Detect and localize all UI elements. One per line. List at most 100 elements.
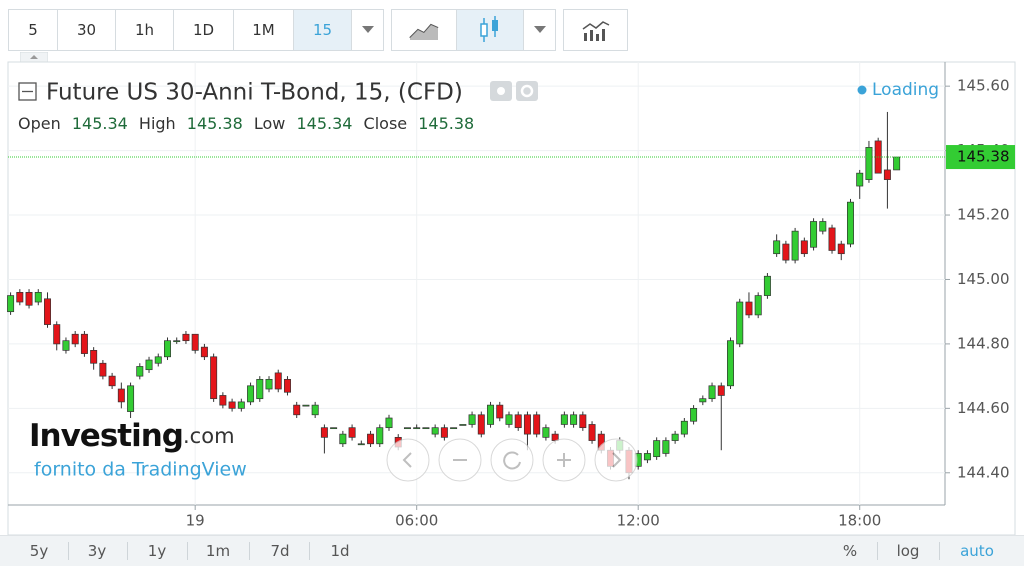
interval-button[interactable]: 1M xyxy=(233,9,294,51)
candle-body xyxy=(865,147,873,180)
candle-body xyxy=(523,414,531,435)
status-text: Loading xyxy=(872,80,939,100)
y-tick-label: 145.00 xyxy=(957,270,1010,288)
candle-body xyxy=(773,240,781,255)
last-price-label: 145.38 xyxy=(957,148,1010,166)
candle-body xyxy=(487,404,495,425)
brand-logo: Investing.com xyxy=(29,418,235,454)
candle-body xyxy=(754,295,762,316)
candle-body xyxy=(219,395,227,406)
candle-body xyxy=(256,378,264,400)
candle-body xyxy=(413,427,421,430)
line-style-button[interactable] xyxy=(391,9,457,51)
candle-body xyxy=(579,414,587,429)
candle-body xyxy=(477,414,485,435)
candle-body xyxy=(727,340,734,387)
range-button[interactable]: 1y xyxy=(147,542,167,560)
candle-body xyxy=(237,401,245,409)
candle-body xyxy=(533,414,541,435)
candle-body xyxy=(311,404,319,416)
candle-body xyxy=(320,427,328,438)
candle-body xyxy=(459,424,467,426)
candle-body xyxy=(339,433,347,445)
candle-body xyxy=(136,366,144,377)
nav-zoom-in-icon xyxy=(557,453,571,467)
brand-logo-name: Investing xyxy=(29,418,183,454)
candle-body xyxy=(127,385,135,412)
interval-button[interactable]: 5 xyxy=(8,9,58,51)
settings-icon[interactable] xyxy=(516,81,538,101)
ohlc-label: Close xyxy=(364,114,408,133)
range-button[interactable]: 5y xyxy=(29,542,49,560)
candle-body xyxy=(468,414,476,425)
candle-body xyxy=(883,169,891,180)
interval-button[interactable]: 1D xyxy=(173,9,234,51)
candle-body xyxy=(62,340,70,351)
range-button[interactable]: 3y xyxy=(87,542,107,560)
candle-body xyxy=(560,414,568,425)
ohlc-value: 145.38 xyxy=(418,114,474,133)
nav-reset[interactable] xyxy=(490,438,534,482)
line-icon xyxy=(409,23,439,40)
candle-body xyxy=(431,427,439,435)
status-dot xyxy=(857,85,867,95)
candle-body xyxy=(7,295,15,313)
candle-body xyxy=(265,378,273,390)
interval-button[interactable]: 30 xyxy=(57,9,116,51)
x-tick-label: 12:00 xyxy=(617,512,660,530)
candle-body xyxy=(117,388,125,403)
y-tick-label: 144.40 xyxy=(957,463,1010,481)
chart-title: Future US 30-Anni T-Bond, 15, (CFD) xyxy=(46,80,463,106)
candle-style-button[interactable] xyxy=(456,9,524,51)
nav-left-icon xyxy=(402,452,412,468)
candle-body xyxy=(90,350,98,364)
candle-body xyxy=(763,275,771,296)
candle-body xyxy=(662,440,670,454)
candle-body xyxy=(846,201,854,245)
candle-body xyxy=(34,292,42,303)
candle-body xyxy=(274,372,282,390)
ohlc-value: 145.38 xyxy=(187,114,243,133)
y-tick-label: 145.20 xyxy=(957,206,1010,224)
y-tick-label: 145.60 xyxy=(957,77,1010,95)
candle-body xyxy=(893,156,901,171)
nav-left[interactable] xyxy=(386,438,430,482)
ohlc-legend: Open 145.34 High 145.38 Low 145.34 Close… xyxy=(18,114,474,133)
separator xyxy=(309,542,310,560)
x-tick-label: 19 xyxy=(186,512,205,530)
candle-body xyxy=(154,356,162,364)
candle-body xyxy=(247,385,255,403)
option-button[interactable]: auto xyxy=(960,542,994,560)
option-button[interactable]: log xyxy=(896,542,920,560)
range-button[interactable]: 7d xyxy=(270,542,290,560)
candle-body xyxy=(810,221,818,248)
candle-body xyxy=(330,427,338,430)
grid xyxy=(8,62,945,505)
x-tick-label: 18:00 xyxy=(838,512,881,530)
candle-body xyxy=(53,324,61,345)
candle-icon xyxy=(480,16,498,42)
candle-body xyxy=(671,433,679,441)
candle-body xyxy=(856,172,864,187)
nav-right[interactable] xyxy=(594,438,638,482)
interval-button[interactable]: 1h xyxy=(115,9,174,51)
indicators-button[interactable] xyxy=(563,9,628,51)
candle-body xyxy=(80,333,88,354)
candle-body xyxy=(717,385,725,396)
option-button[interactable]: % xyxy=(842,542,858,560)
candle-body xyxy=(403,427,411,430)
style-dropdown[interactable] xyxy=(523,9,556,51)
candle-body xyxy=(440,427,448,438)
candle-body xyxy=(228,401,236,409)
interval-dropdown[interactable] xyxy=(351,9,384,51)
interval-button[interactable]: 15 xyxy=(293,9,352,51)
candle-body xyxy=(99,362,107,377)
range-button[interactable]: 1d xyxy=(330,542,350,560)
separator xyxy=(187,542,188,560)
candle-body xyxy=(791,230,799,261)
candle-body xyxy=(16,292,24,303)
range-button[interactable]: 1m xyxy=(205,542,231,560)
nav-reset-icon xyxy=(503,451,521,470)
toolbar-collapse[interactable] xyxy=(20,52,48,62)
